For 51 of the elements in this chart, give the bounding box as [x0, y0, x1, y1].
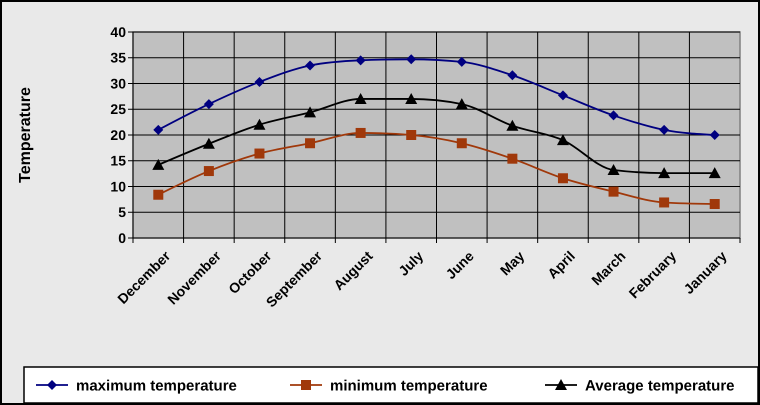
legend-label: minimum temperature	[330, 377, 488, 394]
y-tick-label: 5	[118, 204, 126, 220]
point	[659, 197, 670, 208]
point	[659, 124, 670, 135]
point	[202, 138, 215, 149]
point	[305, 60, 316, 70]
point	[354, 92, 367, 104]
y-tick-label: 15	[110, 152, 126, 169]
point	[710, 199, 720, 210]
point	[456, 56, 467, 67]
point	[253, 118, 266, 130]
point	[406, 130, 416, 140]
y-tick-label: 40	[110, 24, 126, 40]
point	[304, 106, 316, 118]
point	[658, 167, 670, 178]
point	[558, 90, 568, 100]
y-tick-label: 35	[110, 50, 126, 66]
point	[710, 130, 720, 140]
point	[608, 110, 619, 120]
x-tick-label: May	[496, 248, 528, 278]
point	[305, 138, 316, 148]
point	[558, 173, 568, 184]
point	[153, 190, 164, 200]
point	[204, 166, 214, 176]
x-tick-label: July	[395, 248, 426, 279]
legend-label: maximum temperature	[76, 377, 237, 394]
point	[152, 158, 164, 170]
point	[254, 148, 264, 159]
point	[506, 120, 518, 131]
legend-label: Average temperature	[585, 377, 735, 394]
y-axis-title: Temperature	[17, 87, 34, 183]
y-tick-label: 10	[110, 178, 126, 194]
point	[507, 154, 518, 164]
point	[153, 124, 164, 135]
point	[356, 128, 366, 138]
point	[356, 55, 366, 66]
point	[456, 98, 468, 110]
y-tick-label: 20	[110, 126, 126, 143]
point	[204, 99, 214, 110]
point	[708, 167, 721, 178]
point	[608, 186, 619, 197]
point	[405, 92, 418, 104]
point	[507, 70, 518, 80]
y-tick-label: 25	[110, 101, 126, 118]
point	[456, 138, 467, 148]
point	[608, 164, 620, 176]
y-tick-label: 30	[110, 75, 126, 92]
point	[254, 76, 264, 87]
point	[556, 134, 569, 146]
y-tick-label: 0	[118, 230, 126, 246]
point	[406, 54, 416, 64]
